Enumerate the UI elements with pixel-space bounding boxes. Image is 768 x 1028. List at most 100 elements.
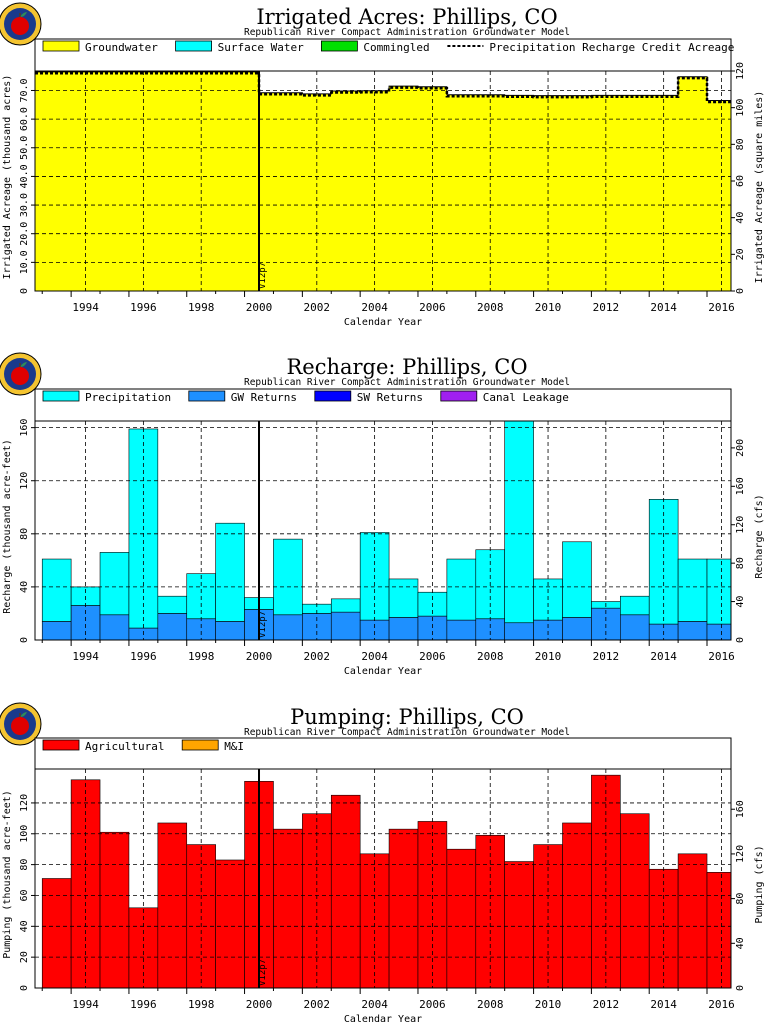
legend-label: SW Returns <box>357 391 423 404</box>
apple-logo-icon <box>0 702 42 746</box>
chart-title: Recharge: Phillips, CO <box>286 355 527 379</box>
bar-gw-returns1998 <box>186 618 216 640</box>
x-tick-label: 2004 <box>361 650 388 663</box>
y-tick-label-zero: 0 <box>19 985 30 991</box>
bar-precipitation2007 <box>446 558 477 621</box>
y2-axis-label: Recharge (cfs) <box>754 494 765 578</box>
logo-leaf <box>20 12 27 17</box>
x-tick-label: 2016 <box>708 301 735 314</box>
y-tick-label: 160 <box>19 419 30 437</box>
legend-label: Precipitation Recharge Credit Acreage <box>489 41 734 54</box>
bar-agricultural1993 <box>41 878 72 988</box>
grid <box>35 769 731 988</box>
y2-tick-label: 80 <box>735 557 746 569</box>
bar-gw-returns1999 <box>215 621 245 640</box>
y2-tick-label: 40 <box>735 212 746 224</box>
bar-agricultural2015 <box>677 853 708 988</box>
version-marker-label: V12p7 <box>258 959 268 986</box>
apple-logo-icon <box>0 2 42 46</box>
bar-precipitation1997 <box>157 595 188 614</box>
legend-swatch <box>320 40 358 52</box>
bar-agricultural2011 <box>562 822 592 988</box>
y-tick-label: 40 <box>19 920 30 932</box>
bar-agricultural2005 <box>388 828 419 988</box>
y-tick-label: 80 <box>19 528 30 540</box>
bar-agricultural2001 <box>273 828 303 988</box>
logo-leaf <box>20 362 27 367</box>
bar-precipitation1993 <box>41 558 72 622</box>
groundwater-area <box>35 71 731 291</box>
bar-agricultural2009 <box>504 861 534 988</box>
legend: Agricultural M&I <box>42 739 244 753</box>
x-axis-label: Calendar Year <box>344 1014 422 1024</box>
legend: Precipitation GW Returns SW Returns Canal L… <box>42 390 569 404</box>
y-tick-label-zero: 0 <box>19 637 30 643</box>
legend: Groundwater Surface Water Commingled Precip… <box>42 40 734 54</box>
y2-tick-label: 200 <box>735 439 746 457</box>
legend-label: GW Returns <box>231 391 297 404</box>
y-tick-label: 30.0 <box>19 193 30 217</box>
bar-gw-returns1993 <box>41 621 72 640</box>
bar-precipitation2011 <box>562 541 592 618</box>
bar-gw-returns2009 <box>504 622 534 640</box>
x-tick-label: 2014 <box>650 301 677 314</box>
legend-label: M&I <box>224 740 244 753</box>
bar-precipitation2005 <box>388 578 419 618</box>
x-tick-label: 1996 <box>130 998 157 1011</box>
bar-precipitation1995 <box>99 552 130 616</box>
y-tick-label: 80 <box>19 859 30 871</box>
y2-tick-label: 160 <box>735 800 746 818</box>
x-tick-label: 2014 <box>650 650 677 663</box>
bar-precipitation2015 <box>677 558 708 622</box>
bar-agricultural1999 <box>215 859 245 988</box>
y-tick-label: 60.0 <box>19 107 30 131</box>
x-tick-label: 1998 <box>188 998 215 1011</box>
legend-label: Groundwater <box>85 41 158 54</box>
bar-agricultural1995 <box>99 831 130 988</box>
y-tick-label: 50.0 <box>19 136 30 160</box>
y-tick-label-zero: 0 <box>19 288 30 294</box>
y2-tick-label: 40 <box>735 937 746 949</box>
bar-precipitation1999 <box>215 522 245 622</box>
bar-gw-returns2007 <box>446 619 477 640</box>
y-tick-label: 120 <box>19 794 30 812</box>
logo-apple <box>11 367 29 385</box>
bar-gw-returns2008 <box>475 618 505 640</box>
x-tick-label: 2016 <box>708 998 735 1011</box>
legend-label: Agricultural <box>85 740 164 753</box>
legend-label: Commingled <box>363 41 429 54</box>
legend-swatch <box>42 739 80 751</box>
x-tick-label: 2002 <box>304 301 331 314</box>
x-tick-label: 2010 <box>535 650 562 663</box>
legend-swatch <box>175 40 213 52</box>
x-tick-label: 2000 <box>246 301 273 314</box>
x-tick-label: 2000 <box>246 998 273 1011</box>
y2-axis-label: Pumping (cfs) <box>754 845 765 923</box>
x-axis-label: Calendar Year <box>344 317 422 328</box>
x-tick-label: 1994 <box>72 301 99 314</box>
y2-tick-label: 80 <box>735 138 746 150</box>
x-tick-label: 2006 <box>419 998 446 1011</box>
apple-logo-icon <box>0 352 42 396</box>
x-tick-label: 1996 <box>130 650 157 663</box>
y-axis-label: Irrigated Acreage (thousand acres) <box>2 75 13 280</box>
y2-tick-label: 120 <box>735 516 746 534</box>
plot-area <box>35 421 731 640</box>
version-marker-label: V12p7 <box>258 262 268 289</box>
bar-agricultural2014 <box>648 868 679 988</box>
y2-tick-label: 160 <box>735 477 746 495</box>
plot-border <box>34 420 732 641</box>
y2-axis-label: Irrigated Acreage (square miles) <box>754 91 765 284</box>
x-tick-label: 1994 <box>72 998 99 1011</box>
x-axis-label: Calendar Year <box>344 666 422 677</box>
bar-gw-returns1997 <box>157 613 188 640</box>
y2-tick-label: 100 <box>735 99 746 117</box>
y-tick-label: 40 <box>19 581 30 593</box>
y-axis-label: Pumping (thousand acre-feet) <box>2 790 13 959</box>
y-axis-label: Recharge (thousand acre-feet) <box>2 439 13 614</box>
legend-swatch <box>314 390 352 402</box>
x-tick-label: 2002 <box>304 650 331 663</box>
